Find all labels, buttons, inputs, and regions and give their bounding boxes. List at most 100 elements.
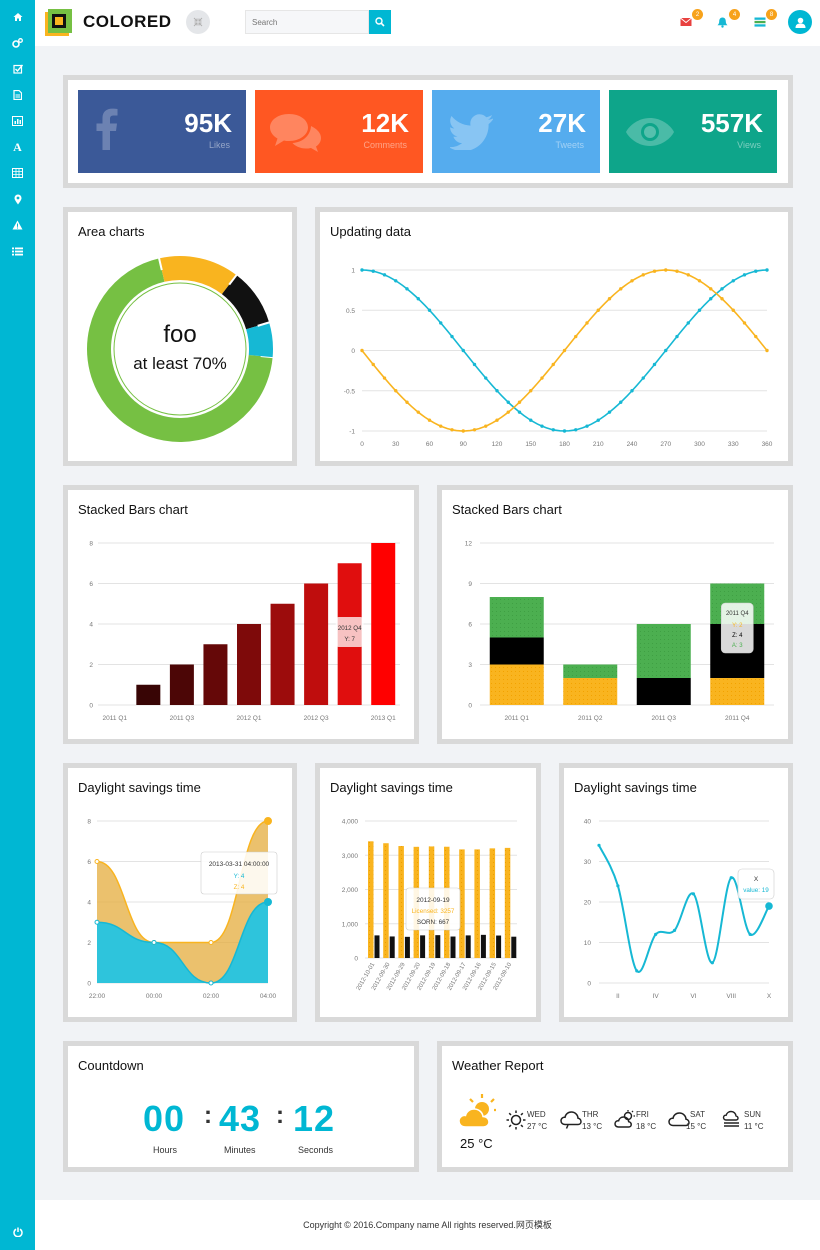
licensed-bar-chart: 4,0003,0002,0001,00002012-10-012012-09-3… (342, 819, 517, 992)
data-point (529, 389, 533, 393)
x-tick-label: 120 (492, 441, 503, 448)
x-tick-label: VI (690, 993, 696, 1000)
x-tick-label: 330 (728, 441, 739, 448)
panel-title: Weather Report (452, 1058, 544, 1073)
weather-temp: 27 °C (527, 1122, 548, 1131)
data-point (675, 334, 679, 339)
bar (371, 543, 396, 705)
data-point (720, 297, 724, 301)
x-tick-label: 2011 Q3 (170, 715, 195, 722)
slice-gap (157, 257, 163, 271)
weather-temp: 15 °C (686, 1122, 707, 1131)
stacked-bar-segment (636, 678, 691, 705)
sidebar-toggle-button[interactable] (186, 10, 210, 34)
data-point (360, 268, 364, 272)
data-point (748, 932, 752, 936)
data-point (517, 410, 522, 414)
data-point (754, 269, 758, 273)
stacked-bar-segment (636, 624, 691, 678)
x-tick-label: 0 (360, 441, 364, 448)
data-point (371, 362, 375, 367)
sidebar-item-charts[interactable] (0, 110, 35, 132)
messages-button[interactable]: 2 (680, 9, 703, 30)
x-tick-label: 2012 Q3 (304, 715, 329, 722)
sidebar-item-pages[interactable] (0, 84, 35, 106)
y-tick-label: 0 (587, 981, 591, 988)
bar (304, 583, 329, 705)
stat-tweets: 27K Tweets (432, 90, 600, 173)
data-point (450, 334, 454, 339)
x-tick-label: 2011 Q3 (652, 715, 677, 722)
countdown-panel: Countdown 00 : 43 : 12 Hours Minutes Sec… (63, 1041, 419, 1172)
stat-views-label: Views (737, 140, 761, 150)
x-tick-label: 2011 Q1 (505, 715, 530, 722)
stat-likes-label: Likes (208, 140, 230, 150)
data-point (264, 898, 272, 906)
notifications-button[interactable]: 4 (717, 9, 740, 30)
sidebar-item-alerts[interactable] (0, 214, 35, 236)
x-tick-label: 150 (525, 441, 536, 448)
sidebar-item-maps[interactable] (0, 188, 35, 210)
sidebar-item-logout[interactable] (0, 1221, 35, 1243)
sidebar-item-tables[interactable] (0, 162, 35, 184)
y-tick-label: 0 (354, 956, 358, 963)
file-icon (13, 90, 22, 100)
sidebar-item-settings[interactable] (0, 32, 35, 54)
data-point (729, 876, 733, 880)
table-icon (12, 168, 23, 178)
tooltip-title: 2011 Q4 (726, 611, 749, 617)
sidebar-item-lists[interactable] (0, 240, 35, 262)
slice-gap (228, 273, 238, 286)
sidebar-item-home[interactable] (0, 6, 35, 28)
data-point (664, 268, 668, 272)
warning-icon (12, 220, 23, 230)
y-tick-label: 9 (468, 581, 472, 588)
data-point (596, 308, 600, 312)
data-point (585, 424, 589, 428)
sidebar-item-typography[interactable]: A (0, 136, 35, 158)
x-tick-label: 04:00 (260, 993, 277, 1000)
bar-sorn (389, 936, 395, 958)
donut-inner-ring (113, 282, 247, 416)
data-point (382, 376, 387, 380)
bar-chart-icon (12, 116, 23, 126)
data-point (439, 321, 443, 325)
sidebar-item-tasks[interactable] (0, 58, 35, 80)
stat-tweets-label: Tweets (555, 140, 584, 150)
tooltip-line: Z: 4 (234, 884, 245, 891)
data-point (597, 843, 601, 847)
y-tick-label: 0 (468, 703, 472, 710)
data-point (742, 321, 747, 325)
mail-icon (680, 17, 692, 26)
bar-sorn (465, 935, 471, 958)
search-input[interactable] (245, 10, 369, 34)
updating-data-panel: Updating data 1 0.5 0 -0.5 -1 0 30 60 90 120 150 18… (315, 207, 793, 466)
tooltip-box (200, 851, 278, 895)
comments-icon (270, 114, 321, 152)
daylight-panel-3: Daylight savings time 40 30 20 10 0 II IV VI VII… (559, 763, 793, 1022)
data-point (360, 348, 364, 353)
home-icon (13, 13, 22, 21)
y-tick-label: 6 (89, 581, 93, 588)
x-tick-label: 30 (392, 441, 400, 448)
x-tick-label: X (767, 993, 772, 1000)
search-button[interactable] (369, 10, 391, 34)
tasks-button[interactable]: 8 (754, 9, 777, 30)
area-line-y (96, 901, 269, 984)
tooltip-box (335, 617, 364, 647)
logo-icon[interactable] (45, 9, 72, 36)
brand-name[interactable]: COLORED (83, 12, 172, 31)
sun-icon (506, 1110, 526, 1130)
data-point (427, 308, 432, 312)
x-tick-label: 240 (627, 441, 638, 448)
stat-likes: 95K Likes (78, 90, 246, 173)
data-point (675, 269, 679, 273)
data-point (765, 902, 773, 910)
bar-licensed (474, 849, 480, 958)
y-tick-label: -1 (349, 429, 355, 436)
user-avatar[interactable] (788, 10, 812, 34)
data-point (672, 928, 677, 932)
data-point (641, 273, 645, 277)
stat-comments: 12K Comments (255, 90, 423, 173)
